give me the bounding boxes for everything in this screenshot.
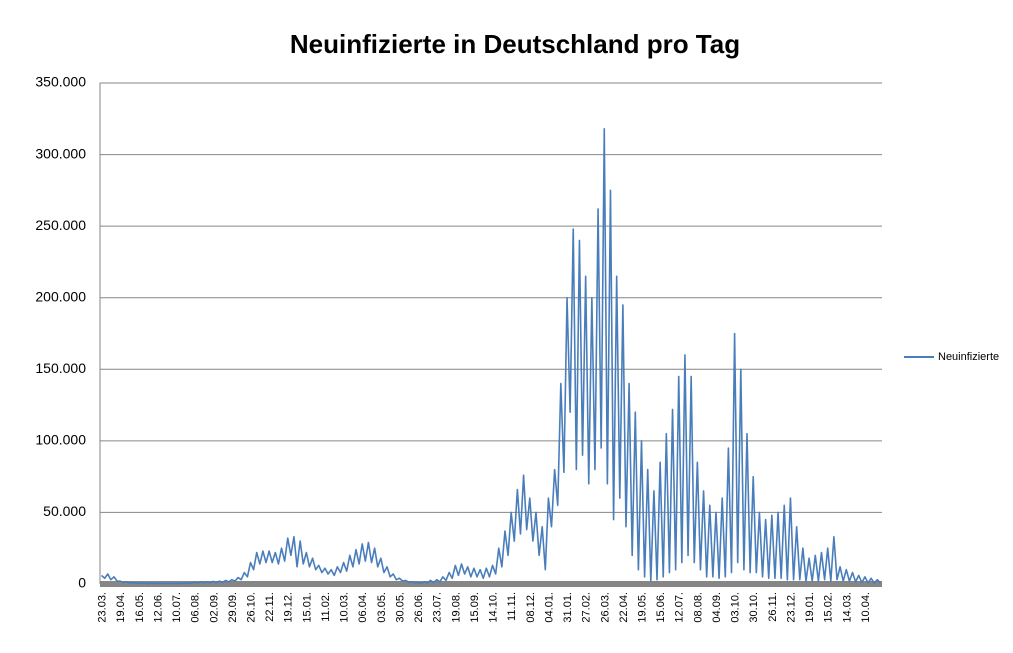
x-tick-label: 19.04. xyxy=(115,592,127,623)
x-tick-label: 23.07. xyxy=(432,592,444,623)
x-tick-label: 26.11. xyxy=(767,592,779,622)
y-tick-label: 0 xyxy=(78,575,86,591)
chart-title: Neuinfizierte in Deutschland pro Tag xyxy=(290,29,740,59)
x-tick-label: 16.05. xyxy=(134,592,146,623)
x-tick-label: 02.09. xyxy=(208,592,220,623)
x-tick-label: 04.09. xyxy=(711,592,723,623)
y-tick-label: 100.000 xyxy=(35,432,86,448)
x-tick-label: 12.06. xyxy=(152,592,164,623)
x-tick-label: 14.03. xyxy=(841,592,853,623)
x-tick-label: 26.06. xyxy=(413,592,425,623)
x-tick-label: 11.11. xyxy=(506,592,518,621)
x-tick-label: 19.12. xyxy=(283,592,295,623)
x-tick-label: 23.12. xyxy=(785,592,797,623)
x-tick-label: 12.07. xyxy=(674,592,686,623)
y-tick-label: 50.000 xyxy=(43,503,86,519)
x-tick-label: 10.04. xyxy=(860,592,872,623)
y-tick-label: 300.000 xyxy=(35,145,86,161)
x-tick-label: 15.01. xyxy=(301,592,313,623)
x-tick-label: 06.08. xyxy=(190,592,202,623)
y-tick-label: 350.000 xyxy=(35,74,86,90)
x-tick-label: 10.03. xyxy=(339,592,351,623)
data-line xyxy=(101,128,882,585)
x-tick-label: 29.09. xyxy=(227,592,239,623)
x-tick-label: 03.05. xyxy=(376,592,388,623)
x-tick-label: 19.05. xyxy=(637,592,649,623)
x-tick-label: 23.03. xyxy=(97,592,109,623)
x-tick-label: 08.08. xyxy=(692,592,704,623)
x-axis xyxy=(100,581,882,587)
x-tick-label: 30.05. xyxy=(394,592,406,623)
x-tick-label: 08.12. xyxy=(525,592,537,623)
x-tick-label: 26.10. xyxy=(246,592,258,623)
x-tick-label: 10.07. xyxy=(171,592,183,623)
x-tick-label: 27.02. xyxy=(581,592,593,623)
x-tick-label: 15.06. xyxy=(655,592,667,623)
x-tick-label: 15.09. xyxy=(469,592,481,623)
legend-label: Neuinfizierte xyxy=(938,351,999,363)
x-tick-label: 15.02. xyxy=(823,592,835,623)
x-tick-label: 26.03. xyxy=(599,592,611,623)
y-tick-label: 200.000 xyxy=(35,288,86,304)
x-tick-label: 19.08. xyxy=(450,592,462,623)
x-tick-label: 30.10. xyxy=(748,592,760,623)
x-tick-label: 04.01. xyxy=(543,592,555,623)
x-tick-label: 14.10. xyxy=(488,592,500,623)
x-tick-label: 31.01. xyxy=(562,592,574,623)
x-tick-label: 11.02. xyxy=(320,592,332,622)
x-tick-label: 22.11. xyxy=(264,592,276,622)
y-tick-label: 150.000 xyxy=(35,360,86,376)
y-tick-label: 250.000 xyxy=(35,217,86,233)
x-tick-label: 03.10. xyxy=(730,592,742,623)
x-tick-label: 22.04. xyxy=(618,592,630,623)
x-tick-label: 06.04. xyxy=(357,592,369,623)
x-tick-label: 19.01. xyxy=(804,592,816,623)
